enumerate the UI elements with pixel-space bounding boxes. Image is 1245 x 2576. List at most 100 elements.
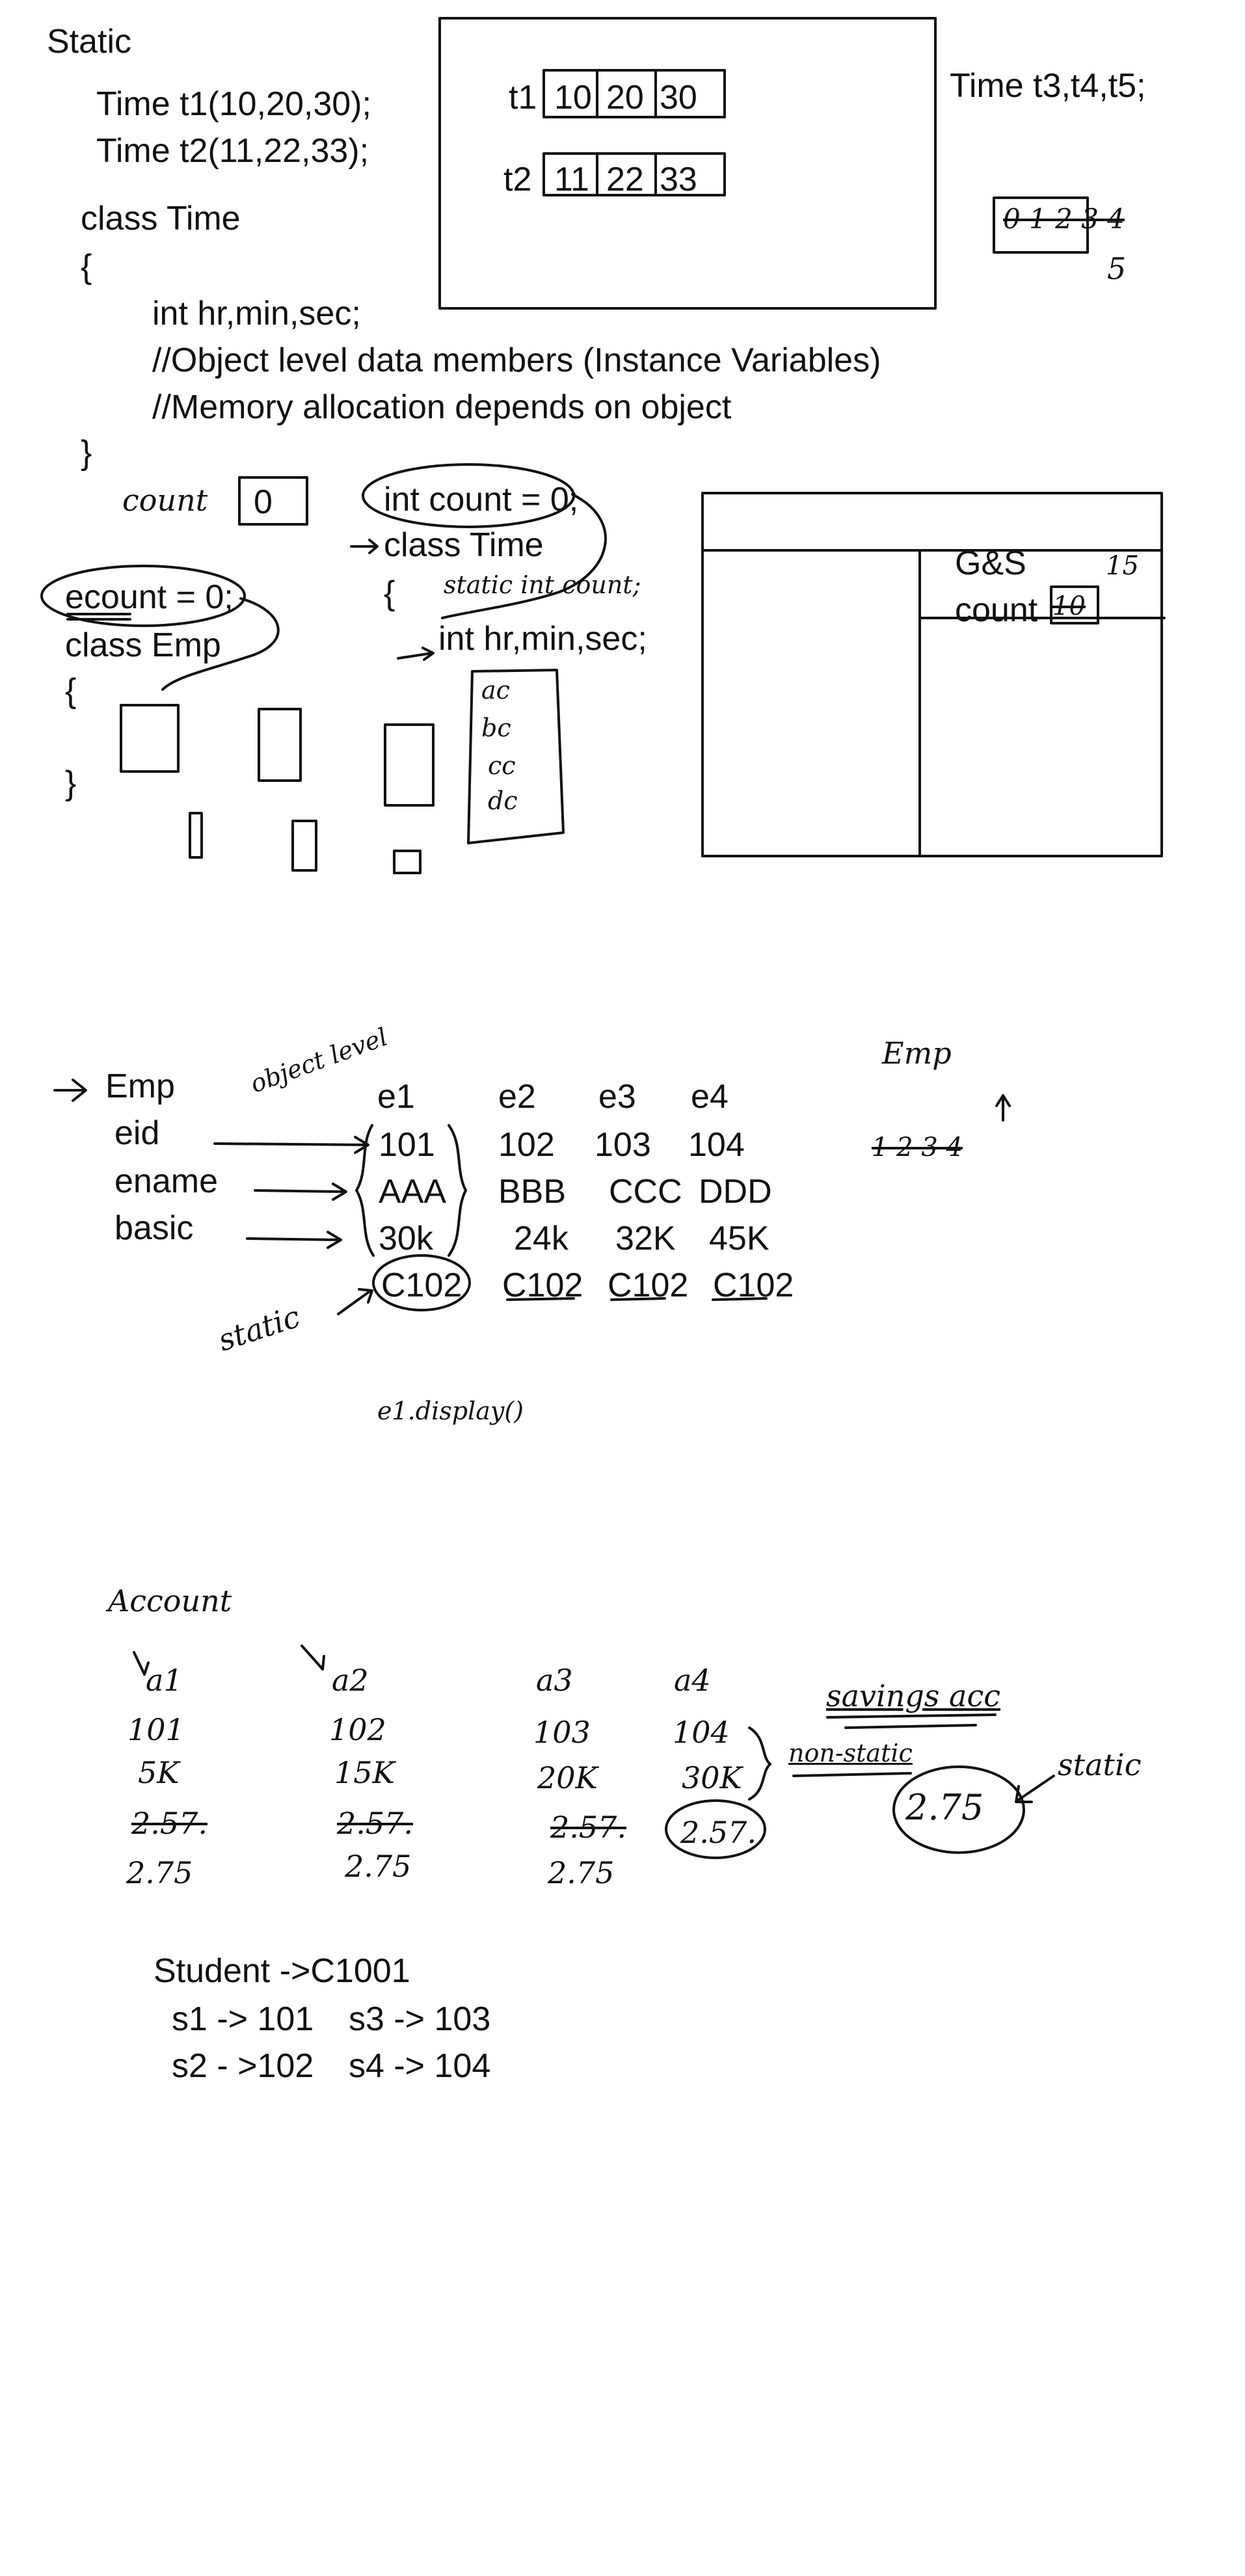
class-label: Emp: [882, 1036, 952, 1071]
column-header: e1: [377, 1078, 415, 1116]
field-label: ename: [114, 1162, 218, 1200]
code-line: Time t3,t4,t5;: [950, 67, 1146, 105]
count-value: 0: [254, 483, 273, 521]
cell: AAA: [379, 1173, 447, 1211]
old-rate: 2.57.: [131, 1806, 208, 1841]
memory-cell-value: 20: [606, 79, 644, 116]
cell: DDD: [699, 1173, 772, 1211]
count-label: count: [122, 483, 208, 518]
old-rate: 2.57.: [680, 1815, 757, 1850]
old-rate: 2.57.: [337, 1806, 414, 1841]
code-brace: }: [81, 434, 92, 472]
object-level-annotation: object level: [246, 1022, 392, 1099]
code-line: Time t1(10,20,30);: [96, 85, 371, 123]
code-brace: }: [65, 764, 77, 802]
code-line: int hr,min,sec;: [152, 295, 361, 332]
memory-cell-value: 33: [660, 161, 697, 198]
arrow-icon: [350, 539, 379, 554]
cell: CCC: [609, 1173, 682, 1211]
memory-cell-value: 10: [554, 79, 592, 116]
cell: 24k: [514, 1220, 569, 1257]
code-line: Time t2(11,22,33);: [96, 132, 369, 170]
mapping: s3 -> 103: [349, 2000, 491, 2038]
cell: 102: [498, 1126, 555, 1164]
stack-entry: dc: [488, 786, 518, 815]
cell: 30K: [682, 1760, 742, 1795]
field-label: eid: [114, 1114, 160, 1152]
code-line: Student ->C1001: [154, 1952, 410, 1990]
code-line: class Time: [81, 200, 241, 237]
new-rate: 2.75: [548, 1855, 615, 1890]
code-line: class Emp: [65, 626, 221, 664]
counter-sequence: 1 2 3 4: [872, 1133, 963, 1162]
count-value: 10: [1052, 591, 1086, 621]
class-label: Account: [108, 1583, 232, 1618]
static-annotation: static: [1058, 1747, 1142, 1782]
memory-cell-value: 22: [606, 161, 644, 198]
cell: C102: [381, 1267, 462, 1304]
code-comment: //Object level data members (Instance Va…: [152, 342, 881, 379]
cell: 101: [379, 1126, 435, 1164]
heading-static: Static: [47, 23, 132, 60]
cell: 30k: [379, 1220, 433, 1257]
code-line: ecount = 0;: [65, 578, 234, 616]
code-comment: //Memory allocation depends on object: [152, 388, 732, 426]
column-header: a2: [332, 1663, 369, 1698]
cell: BBB: [498, 1173, 567, 1211]
old-rate: 2.57.: [550, 1810, 627, 1845]
arrow-icon: [397, 647, 435, 661]
column-header: a1: [146, 1663, 183, 1698]
stack-entry: cc: [488, 751, 516, 780]
savings-label: savings acc: [826, 1678, 1000, 1713]
memory-area: [701, 492, 1163, 857]
count-label: count: [955, 591, 1038, 629]
static-annotation: static int count;: [444, 570, 641, 599]
code-brace: {: [81, 248, 92, 286]
arrow-icon: [1015, 1775, 1055, 1803]
method-call: e1.display(): [377, 1397, 524, 1425]
static-rate: 2.75: [905, 1787, 984, 1828]
cell: 103: [595, 1126, 651, 1164]
code-line: int count = 0;: [384, 481, 579, 518]
object-label: t2: [503, 161, 532, 198]
cell: 104: [673, 1715, 730, 1750]
memory-cell-value: 11: [554, 161, 589, 198]
cell: 103: [533, 1715, 591, 1750]
cell: 5K: [138, 1755, 180, 1790]
static-annotation: static: [213, 1298, 304, 1358]
mapping: s1 -> 101: [172, 2000, 314, 2038]
new-rate: 2.75: [126, 1855, 193, 1890]
code-brace: {: [384, 574, 395, 612]
cell: 15K: [334, 1755, 395, 1790]
column-header: a3: [536, 1663, 573, 1698]
object-label: t1: [509, 79, 537, 116]
counter-value: 5: [1107, 251, 1127, 286]
cell: 32K: [615, 1220, 676, 1257]
code-brace: {: [65, 672, 77, 710]
cell: 104: [688, 1126, 745, 1164]
column-header: e2: [498, 1078, 536, 1116]
mapping: s2 - >102: [172, 2047, 314, 2085]
code-line: int hr,min,sec;: [438, 620, 647, 658]
column-header: e3: [598, 1078, 636, 1116]
count-box: [238, 476, 308, 526]
mapping: s4 -> 104: [349, 2047, 491, 2085]
arrow-icon: [53, 1079, 87, 1102]
cell: 102: [329, 1712, 386, 1747]
counter-sequence: 0 1 2 3 4: [1003, 203, 1125, 235]
new-rate: 2.75: [345, 1849, 412, 1884]
code-line: class Time: [384, 526, 544, 564]
column-header: a4: [674, 1663, 711, 1698]
field-label: basic: [114, 1209, 194, 1247]
cell: C102: [608, 1267, 689, 1304]
cell: 20K: [537, 1760, 598, 1795]
stack-entry: ac: [481, 676, 510, 704]
brace: [355, 1124, 375, 1257]
memory-cell-value: 30: [660, 79, 697, 116]
memory-area-label: G&S: [955, 544, 1026, 582]
column-header: e4: [691, 1078, 729, 1116]
cell: 101: [127, 1712, 185, 1747]
cell: 45K: [709, 1220, 770, 1257]
stack-entry: bc: [481, 714, 511, 742]
